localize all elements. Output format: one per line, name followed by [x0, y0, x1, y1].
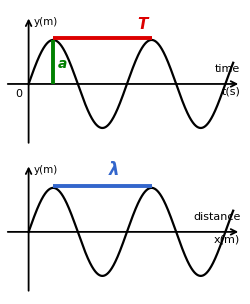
Text: T: T: [137, 17, 147, 33]
Text: y(m): y(m): [33, 17, 58, 27]
Text: time: time: [215, 64, 240, 74]
Text: x(m): x(m): [214, 234, 240, 244]
Text: λ: λ: [109, 161, 120, 179]
Text: a: a: [58, 57, 67, 71]
Text: y(m): y(m): [33, 165, 58, 175]
Text: distance: distance: [193, 212, 240, 222]
Text: 0: 0: [16, 89, 23, 99]
Text: t(s): t(s): [222, 86, 240, 96]
